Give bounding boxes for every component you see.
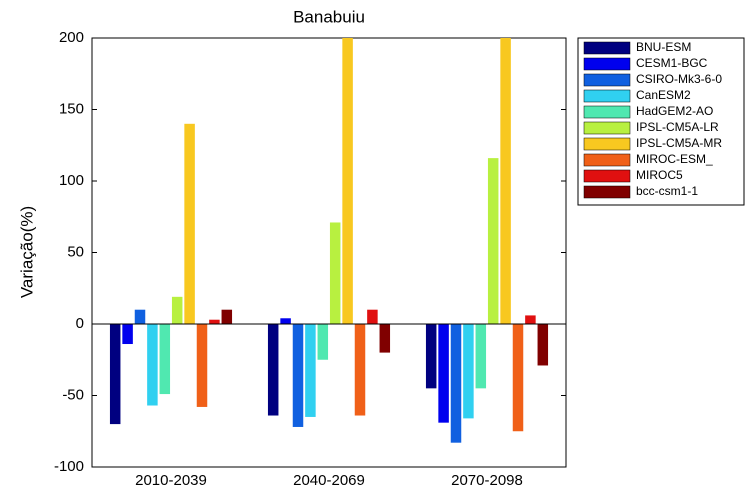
y-tick-label: -100 (54, 458, 84, 475)
x-tick-label: 2070-2098 (451, 472, 523, 489)
y-tick-label: 0 (76, 315, 84, 332)
x-tick-label: 2010-2039 (135, 472, 207, 489)
bar (280, 318, 291, 324)
bar (159, 324, 171, 395)
legend-label: CESM1-BGC (636, 56, 708, 70)
bar (329, 222, 341, 324)
y-tick-label: 150 (59, 100, 84, 117)
bar (342, 38, 353, 324)
y-tick-label: -50 (62, 386, 84, 403)
bar (317, 324, 329, 360)
bar (354, 324, 366, 416)
legend-label: IPSL-CM5A-LR (636, 120, 719, 134)
bar (525, 315, 536, 324)
legend-entries: BNU-ESM CESM1-BGC CSIRO-Mk3-6-0 CanESM2 HadG… (583, 40, 722, 199)
y-tick-label: 50 (67, 243, 84, 260)
legend-swatch (583, 121, 631, 135)
legend-label: bcc-csm1-1 (636, 184, 698, 198)
bar (487, 158, 499, 324)
plot-area (91, 37, 567, 468)
legend-label: CSIRO-Mk3-6-0 (636, 72, 722, 86)
legend-label: IPSL-CM5A-MR (636, 136, 722, 150)
bar (147, 324, 158, 406)
legend-label: MIROC5 (636, 168, 683, 182)
bar (305, 324, 316, 417)
x-tick-label: 2040-2069 (293, 472, 365, 489)
bar (292, 324, 304, 427)
legend-label: BNU-ESM (636, 40, 691, 54)
bars (109, 38, 549, 443)
bar (184, 123, 195, 324)
bar (438, 324, 449, 423)
legend-label: HadGEM2-AO (636, 104, 713, 118)
bar (450, 324, 462, 443)
bar (367, 309, 378, 324)
y-tick-label: 200 (59, 29, 84, 46)
bar (134, 309, 146, 324)
y-tick-label: 100 (59, 172, 84, 189)
bar (500, 38, 511, 324)
legend-swatch (583, 185, 631, 199)
legend-swatch (583, 57, 631, 71)
bar (512, 324, 524, 432)
bar (221, 309, 233, 324)
bar (537, 324, 549, 366)
bar (379, 324, 391, 353)
legend-swatch (583, 169, 631, 183)
bar (475, 324, 487, 389)
bar (267, 324, 279, 416)
bar (122, 324, 133, 345)
bar (109, 324, 121, 425)
legend-swatch (583, 89, 631, 103)
legend-swatch (583, 73, 631, 87)
bar (209, 319, 220, 324)
chart-title: Banabuiu (293, 7, 365, 26)
bar (425, 324, 437, 389)
legend-swatch (583, 105, 631, 119)
legend-swatch (583, 153, 631, 167)
y-axis-label: Variação(%) (17, 206, 36, 298)
legend-label: MIROC-ESM_ (636, 152, 713, 166)
legend-label: CanESM2 (636, 88, 691, 102)
legend-swatch (583, 41, 631, 55)
bar (171, 296, 183, 324)
bar (463, 324, 474, 419)
bar (196, 324, 208, 407)
legend-swatch (583, 137, 631, 151)
